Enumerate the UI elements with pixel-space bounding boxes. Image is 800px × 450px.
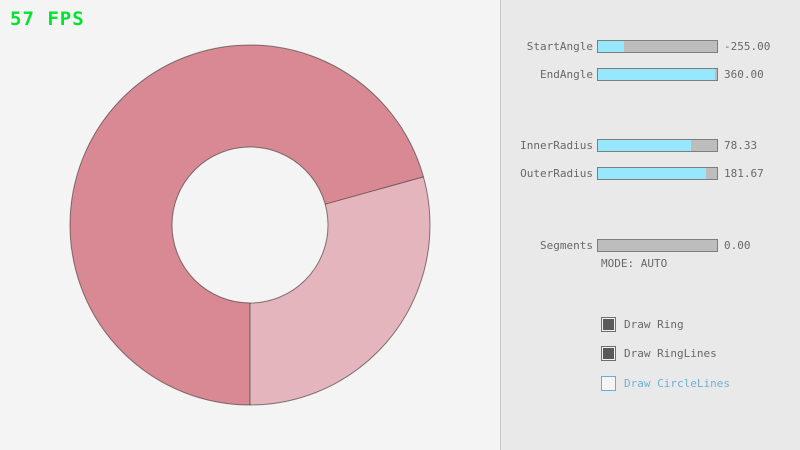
control-panel: StartAngle -255.00 EndAngle 360.00 Inner…	[500, 0, 800, 450]
slider-row-outerradius: OuterRadius 181.67	[501, 167, 800, 180]
checkbox-row-draw-ring: Draw Ring	[501, 317, 800, 332]
draw-ringlines-checkbox[interactable]	[601, 346, 616, 361]
checkbox-row-draw-ringlines: Draw RingLines	[501, 346, 800, 361]
check-mark	[603, 319, 614, 330]
segments-slider[interactable]	[597, 239, 718, 252]
endangle-slider[interactable]	[597, 68, 718, 81]
innerradius-slider-fill	[598, 140, 692, 151]
ring-light-region	[250, 176, 430, 405]
slider-row-innerradius: InnerRadius 78.33	[501, 139, 800, 152]
ring-inner-outline	[171, 146, 329, 304]
startangle-slider-fill	[598, 41, 624, 52]
endangle-slider-fill	[598, 69, 715, 80]
segments-label: Segments	[540, 239, 593, 252]
startangle-value: -255.00	[724, 40, 771, 53]
checkbox-row-draw-circlelines: Draw CircleLines	[501, 376, 800, 391]
startangle-label: StartAngle	[526, 40, 593, 53]
outerradius-slider[interactable]	[597, 167, 718, 180]
outerradius-label: OuterRadius	[520, 167, 593, 180]
ring-end-line	[325, 176, 424, 205]
outerradius-value: 181.67	[724, 167, 764, 180]
startangle-slider[interactable]	[597, 40, 718, 53]
ring-outer-outline	[69, 44, 431, 406]
outerradius-slider-fill	[598, 168, 707, 179]
draw-ring-label: Draw Ring	[624, 318, 684, 331]
endangle-value: 360.00	[724, 68, 764, 81]
draw-ring-checkbox[interactable]	[601, 317, 616, 332]
check-mark	[603, 348, 614, 359]
endangle-label: EndAngle	[540, 68, 593, 81]
draw-ringlines-label: Draw RingLines	[624, 347, 717, 360]
draw-circlelines-checkbox[interactable]	[601, 376, 616, 391]
slider-row-startangle: StartAngle -255.00	[501, 40, 800, 53]
slider-row-endangle: EndAngle 360.00	[501, 68, 800, 81]
slider-row-segments: Segments 0.00	[501, 239, 800, 252]
ring-canvas	[69, 44, 431, 406]
innerradius-slider[interactable]	[597, 139, 718, 152]
draw-circlelines-label: Draw CircleLines	[624, 377, 730, 390]
segments-value: 0.00	[724, 239, 751, 252]
fps-counter: 57 FPS	[10, 8, 85, 30]
innerradius-value: 78.33	[724, 139, 758, 152]
segments-mode-label: MODE: AUTO	[601, 257, 668, 270]
innerradius-label: InnerRadius	[520, 139, 593, 152]
